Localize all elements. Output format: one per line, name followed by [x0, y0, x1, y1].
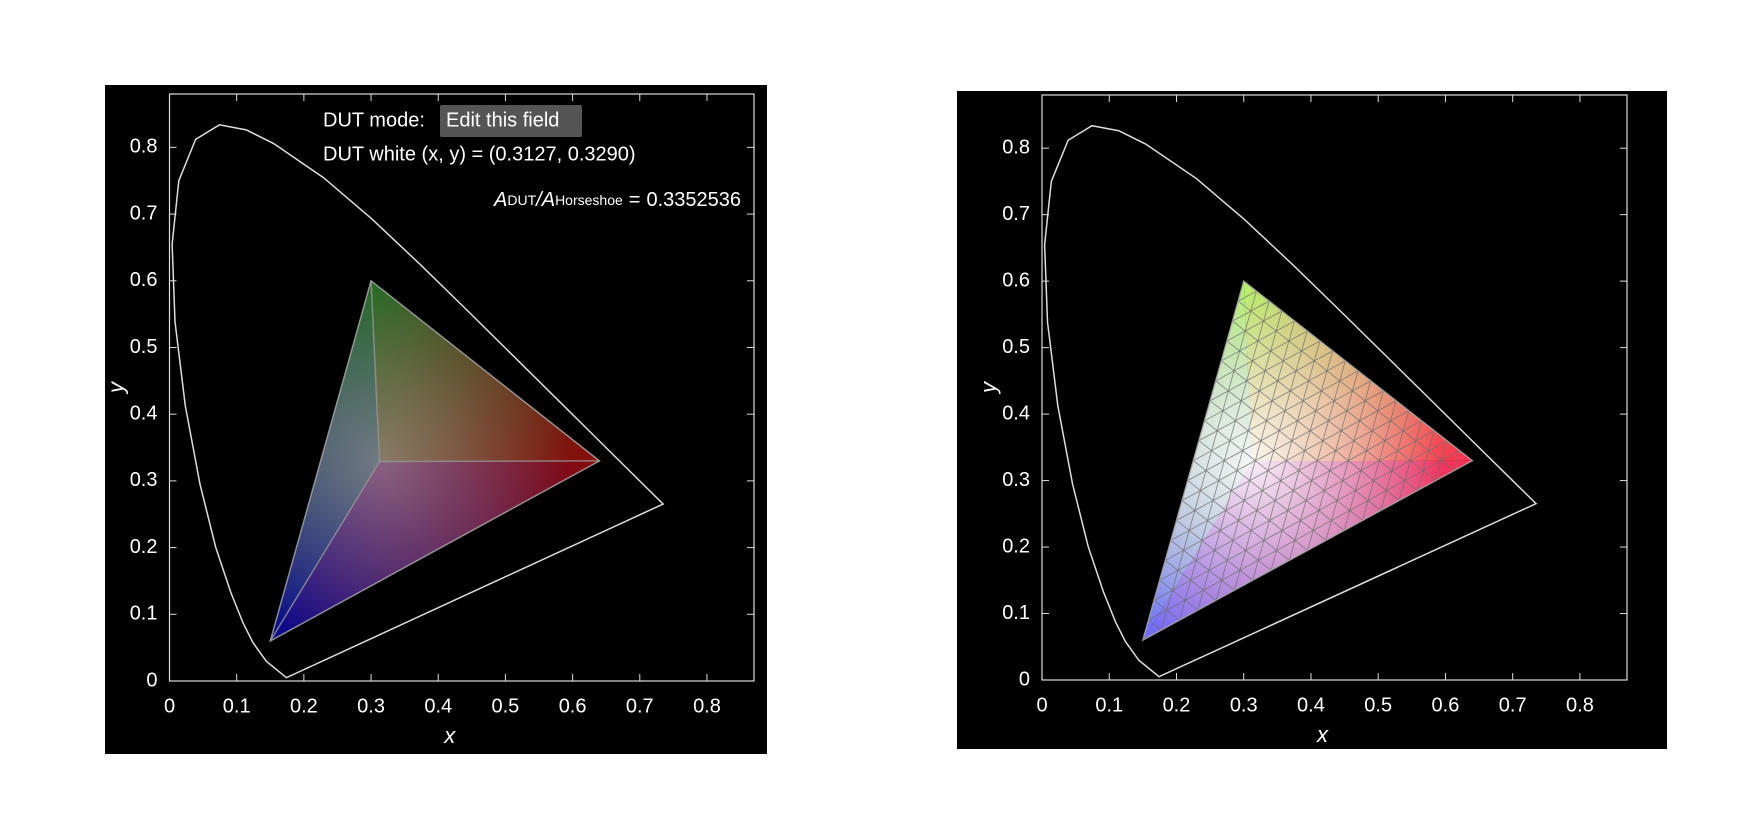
- mesh-line: [1181, 390, 1384, 501]
- white-spoke: [370, 280, 381, 462]
- y-tick-label: 0: [1019, 668, 1030, 690]
- mesh-line: [1221, 360, 1400, 501]
- mesh-line: [1204, 420, 1345, 531]
- mesh-line: [1380, 410, 1410, 511]
- y-tick-label: 0.2: [1002, 535, 1030, 557]
- x-tick-label: 0.8: [1566, 694, 1594, 716]
- x-tick-label: 0.1: [1095, 694, 1123, 716]
- y-tick-label: 0.8: [130, 136, 158, 158]
- x-tick-label: 0: [164, 695, 175, 717]
- mode-label: DUT mode:: [323, 109, 425, 131]
- area-ratio-operator: /: [534, 189, 544, 211]
- y-tick-label: 0.4: [1002, 402, 1030, 424]
- mesh-line: [1197, 310, 1283, 611]
- mesh-line: [1237, 300, 1455, 471]
- mesh-line: [1453, 450, 1461, 471]
- x-tick-label: 0.6: [1432, 694, 1460, 716]
- white-point-label: DUT white (x, y) = (0.3127, 0.3290): [323, 143, 636, 165]
- mesh-line: [1193, 370, 1359, 462]
- mesh-line: [1307, 370, 1359, 551]
- y-tick-label: 0.5: [130, 336, 158, 358]
- x-tick-label: 0.1: [223, 695, 251, 717]
- x-tick-label: 0: [1036, 694, 1047, 716]
- mesh-line: [1193, 460, 1308, 551]
- x-tick-label: 0.6: [559, 695, 587, 717]
- area-ratio-equals: =: [629, 189, 641, 211]
- mode-field-text[interactable]: Edit this field: [446, 109, 559, 131]
- mesh-line: [1170, 410, 1410, 541]
- mesh-line: [1233, 330, 1308, 591]
- mesh-line: [1176, 520, 1253, 581]
- mesh-line: [1187, 480, 1290, 561]
- area-ratio: ADUT/AHorseshoe = 0.3352536: [493, 189, 741, 211]
- gamut-glow: [1142, 281, 1473, 641]
- x-tick-label: 0.3: [1230, 694, 1258, 716]
- x-tick-label: 0.2: [290, 695, 318, 717]
- y-tick-label: 0.7: [1002, 203, 1030, 225]
- x-tick-label: 0.5: [492, 695, 520, 717]
- mesh-line: [1159, 579, 1199, 611]
- y-axis-label: y: [103, 380, 128, 395]
- x-tick-label: 0.7: [626, 695, 654, 717]
- mesh-line: [1270, 350, 1334, 571]
- white-spoke: [269, 461, 381, 642]
- y-tick-label: 0.6: [130, 269, 158, 291]
- x-tick-label: 0.5: [1364, 694, 1392, 716]
- area-ratio-numerator: A: [493, 189, 507, 211]
- mesh-line: [1148, 450, 1460, 621]
- mesh-line: [1148, 619, 1162, 631]
- x-tick-label: 0.4: [1297, 694, 1325, 716]
- y-axis-label: y: [976, 380, 1001, 395]
- plot-frame: [168, 93, 755, 682]
- x-axis-label: x: [1316, 722, 1329, 747]
- mesh-line: [1204, 350, 1333, 422]
- x-tick-label: 0.4: [424, 695, 452, 717]
- mesh-line: [1343, 390, 1384, 531]
- spectral-locus: [1043, 124, 1538, 678]
- y-tick-label: 0.1: [130, 603, 158, 625]
- area-ratio-value: 0.3352536: [646, 189, 741, 211]
- mesh-line: [1198, 440, 1327, 541]
- mesh-line: [1232, 320, 1437, 481]
- gamut-triangle: [1141, 279, 1474, 642]
- mesh-line: [1159, 430, 1435, 581]
- x-axis-label: x: [443, 723, 456, 748]
- mesh-line: [1181, 500, 1272, 571]
- y-tick-label: 0: [146, 669, 157, 691]
- x-tick-label: 0.8: [693, 695, 721, 717]
- mode-field[interactable]: [440, 105, 582, 137]
- mesh-line: [1209, 400, 1363, 521]
- y-tick-label: 0.5: [1002, 336, 1030, 358]
- mesh-line: [1416, 430, 1435, 491]
- mesh-line: [1215, 380, 1382, 511]
- mesh-line: [1237, 290, 1257, 302]
- plot-frame: [1041, 94, 1628, 681]
- area-ratio-denominator-sub: Horseshoe: [555, 192, 623, 208]
- mesh-line: [1153, 599, 1180, 621]
- area-ratio-numerator-sub: DUT: [507, 192, 536, 208]
- area-ratio-denominator: A: [541, 189, 555, 211]
- gamut-triangle: [269, 279, 601, 643]
- mesh-line: [1164, 559, 1217, 601]
- y-tick-label: 0.2: [130, 536, 158, 558]
- y-tick-label: 0.3: [1002, 469, 1030, 491]
- x-tick-label: 0.3: [357, 695, 385, 717]
- mesh-line: [1160, 290, 1257, 631]
- y-tick-label: 0.6: [1002, 269, 1030, 291]
- mesh-line: [1215, 330, 1308, 382]
- mesh-line: [1226, 340, 1418, 491]
- mesh-line: [1226, 310, 1283, 342]
- y-tick-label: 0.3: [130, 469, 158, 491]
- spectral-locus: [171, 124, 665, 679]
- y-tick-label: 0.8: [1002, 136, 1030, 158]
- white-spoke: [379, 460, 600, 463]
- x-tick-label: 0.7: [1499, 694, 1527, 716]
- y-tick-label: 0.4: [130, 402, 158, 424]
- x-tick-label: 0.2: [1163, 694, 1191, 716]
- y-tick-label: 0.1: [1002, 602, 1030, 624]
- mesh-line: [1170, 540, 1235, 591]
- y-tick-label: 0.7: [130, 202, 158, 224]
